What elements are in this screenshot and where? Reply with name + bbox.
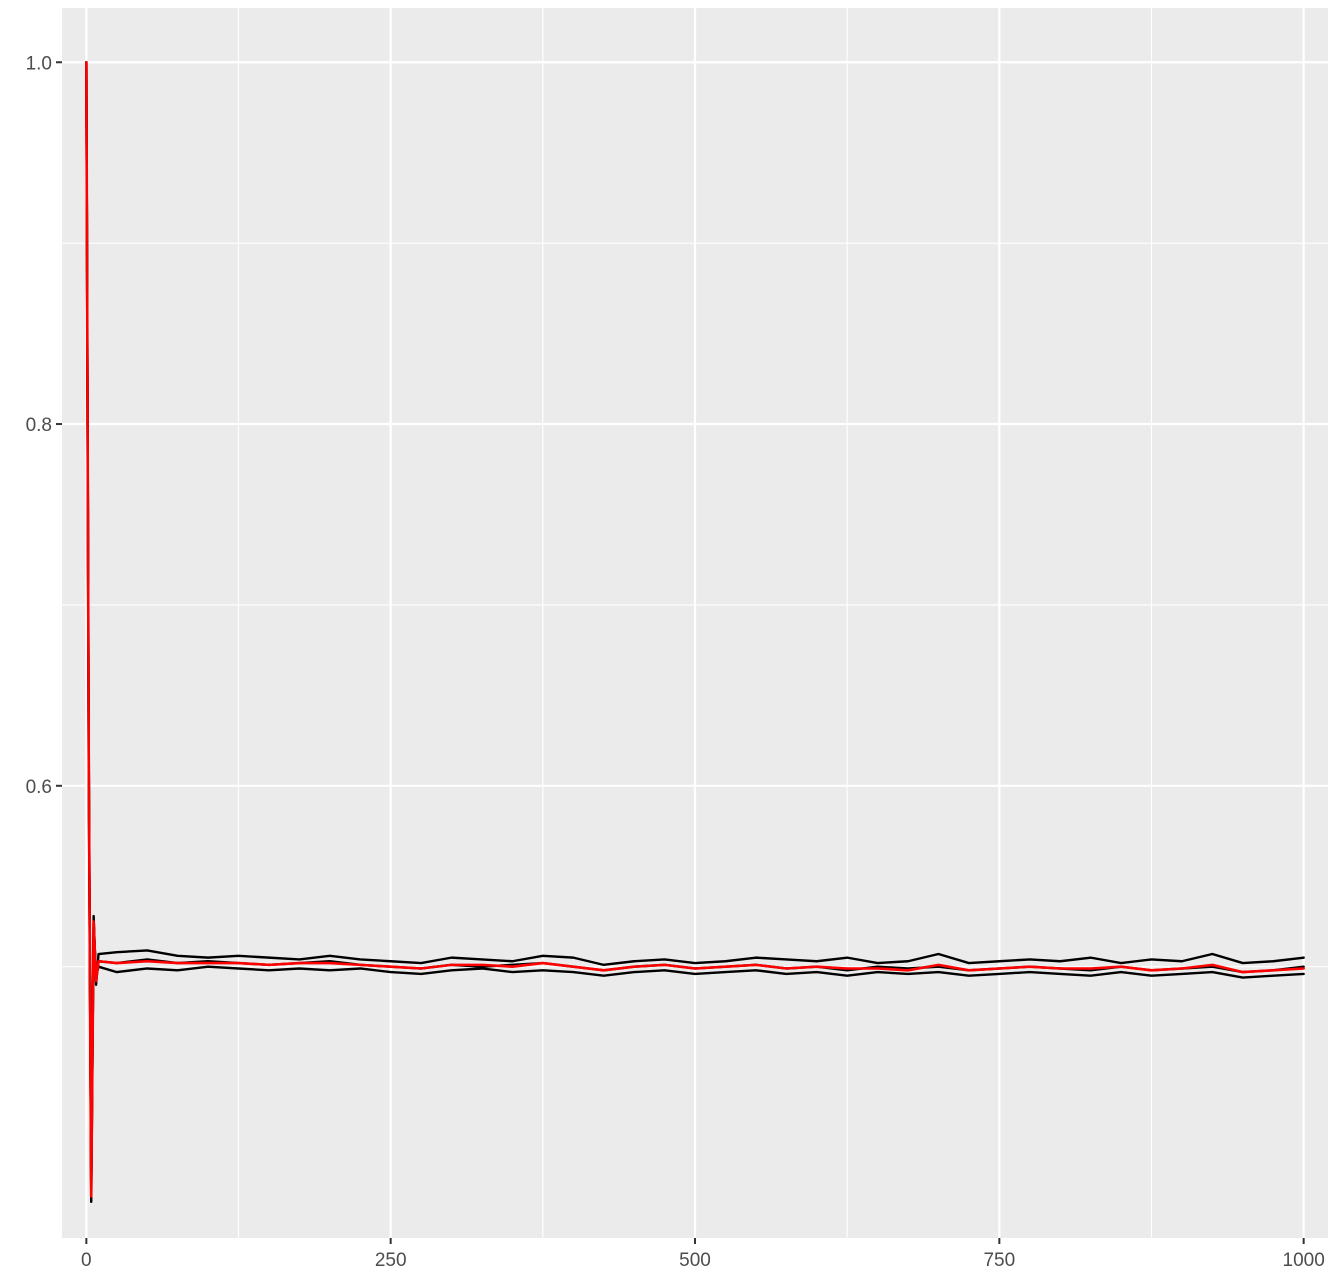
x-tick-label: 250 (375, 1250, 407, 1271)
series-line-1 (85, 61, 1305, 1204)
x-tick-label: 0 (81, 1250, 92, 1271)
x-tick-label: 500 (679, 1250, 711, 1271)
y-tick-label: 1.0 (26, 53, 52, 74)
series-layer (85, 60, 1305, 1204)
series-line-4 (85, 60, 1305, 1198)
y-tick-label: 0.6 (26, 777, 52, 798)
series-line-2 (85, 61, 1305, 1185)
x-tick-label: 1000 (1283, 1250, 1325, 1271)
x-tick-label: 750 (983, 1250, 1015, 1271)
x-axis: 0 250 500 750 1000 (81, 1238, 1325, 1271)
y-axis: 0.6 0.8 1.0 (26, 53, 62, 798)
y-tick-label: 0.8 (26, 415, 52, 436)
